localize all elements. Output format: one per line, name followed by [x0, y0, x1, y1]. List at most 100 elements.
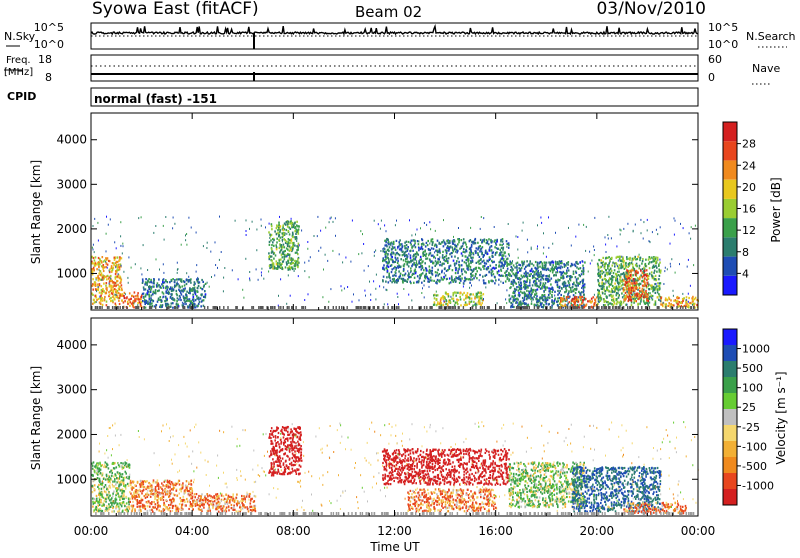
power-echo-cell — [642, 285, 644, 287]
power-echo-cell — [639, 290, 641, 292]
power-echo-cell — [488, 260, 490, 262]
power-speckle-cell — [555, 232, 556, 234]
power-echo-cell — [406, 258, 408, 260]
velocity-echo-cell — [112, 485, 114, 487]
power-echo-cell — [619, 264, 621, 266]
power-echo-cell — [452, 269, 454, 271]
nsearch-tick-bottom: 10^0 — [708, 38, 738, 51]
power-echo-cell — [582, 299, 584, 301]
power-speckle-cell — [335, 217, 336, 219]
power-echo-cell — [156, 284, 158, 286]
power-echo-cell — [552, 291, 554, 293]
power-echo-cell — [462, 260, 464, 262]
power-echo-cell — [615, 273, 617, 275]
power-echo-cell — [182, 285, 184, 287]
power-echo-cell — [131, 295, 133, 297]
power-speckle-cell — [500, 281, 501, 283]
power-echo-cell — [119, 256, 121, 258]
power-echo-cell — [94, 295, 96, 297]
velocity-echo-cell — [161, 482, 163, 484]
power-echo-cell — [283, 244, 285, 246]
power-echo-cell — [437, 262, 439, 264]
power-echo-cell — [630, 292, 632, 294]
power-echo-cell — [195, 306, 197, 308]
power-echo-cell — [442, 251, 444, 253]
power-speckle-cell — [374, 251, 375, 253]
velocity-echo-cell — [122, 462, 124, 464]
velocity-echo-cell — [120, 462, 122, 464]
power-echo-cell — [101, 274, 103, 276]
power-speckle-cell — [647, 219, 648, 221]
power-speckle-cell — [215, 241, 216, 243]
power-echo-cell — [166, 305, 168, 307]
power-echo-cell — [151, 302, 153, 304]
power-echo-cell — [566, 262, 568, 264]
power-echo-cell — [480, 297, 482, 299]
power-ground-cell — [120, 306, 121, 309]
power-echo-cell — [145, 288, 147, 290]
power-speckle-cell — [424, 296, 425, 298]
power-echo-cell — [490, 265, 492, 267]
power-echo-cell — [626, 282, 628, 284]
power-echo-cell — [651, 284, 653, 286]
cpid-label: CPID — [7, 90, 36, 103]
power-speckle-cell — [549, 274, 550, 276]
power-speckle-cell — [375, 298, 376, 300]
power-echo-cell — [423, 255, 425, 257]
power-echo-cell — [459, 248, 461, 250]
power-echo-cell — [109, 281, 111, 283]
power-speckle-cell — [282, 240, 283, 242]
power-echo-cell — [591, 301, 593, 303]
power-echo-cell — [455, 269, 457, 271]
power-echo-cell — [647, 276, 649, 278]
velocity-echo-cell — [105, 479, 107, 481]
power-speckle-cell — [606, 251, 607, 253]
power-echo-cell — [633, 288, 635, 290]
power-echo-cell — [634, 257, 636, 259]
power-echo-cell — [659, 285, 661, 287]
power-speckle-cell — [568, 227, 569, 229]
power-echo-cell — [571, 304, 573, 306]
power-echo-cell — [464, 270, 466, 272]
power-echo-cell — [649, 273, 651, 275]
power-echo-cell — [172, 302, 174, 304]
power-echo-cell — [280, 237, 282, 239]
power-echo-cell — [415, 272, 417, 274]
power-echo-cell — [113, 297, 115, 299]
power-echo-cell — [481, 248, 483, 250]
power-speckle-cell — [419, 247, 420, 249]
power-ground-cell — [396, 306, 397, 309]
power-speckle-cell — [446, 259, 447, 261]
power-echo-cell — [487, 241, 489, 243]
power-echo-cell — [656, 267, 658, 269]
power-echo-cell — [691, 297, 693, 299]
power-speckle-cell — [131, 267, 132, 269]
power-echo-cell — [575, 276, 577, 278]
power-echo-cell — [110, 297, 112, 299]
velocity-echo-cell — [111, 472, 113, 474]
power-echo-cell — [124, 300, 126, 302]
power-echo-cell — [134, 291, 136, 293]
velocity-echo-cell — [94, 502, 96, 504]
power-echo-cell — [470, 256, 472, 258]
power-echo-cell — [190, 279, 192, 281]
power-echo-cell — [129, 292, 131, 294]
freq-tick-top: 18 — [38, 53, 52, 66]
power-echo-cell — [576, 288, 578, 290]
velocity-echo-cell — [92, 468, 94, 470]
power-speckle-cell — [505, 298, 506, 300]
power-speckle-cell — [473, 243, 474, 245]
power-echo-cell — [432, 262, 434, 264]
power-echo-cell — [471, 273, 473, 275]
power-speckle-cell — [396, 220, 397, 222]
power-echo-cell — [646, 279, 648, 281]
power-echo-cell — [626, 288, 628, 290]
power-speckle-cell — [177, 281, 178, 283]
power-echo-cell — [412, 255, 414, 257]
velocity-echo-cell — [126, 496, 128, 498]
power-echo-cell — [165, 287, 167, 289]
power-echo-cell — [472, 293, 474, 295]
power-speckle-cell — [689, 232, 690, 234]
velocity-echo-cell — [101, 493, 103, 495]
power-speckle-cell — [127, 277, 128, 279]
